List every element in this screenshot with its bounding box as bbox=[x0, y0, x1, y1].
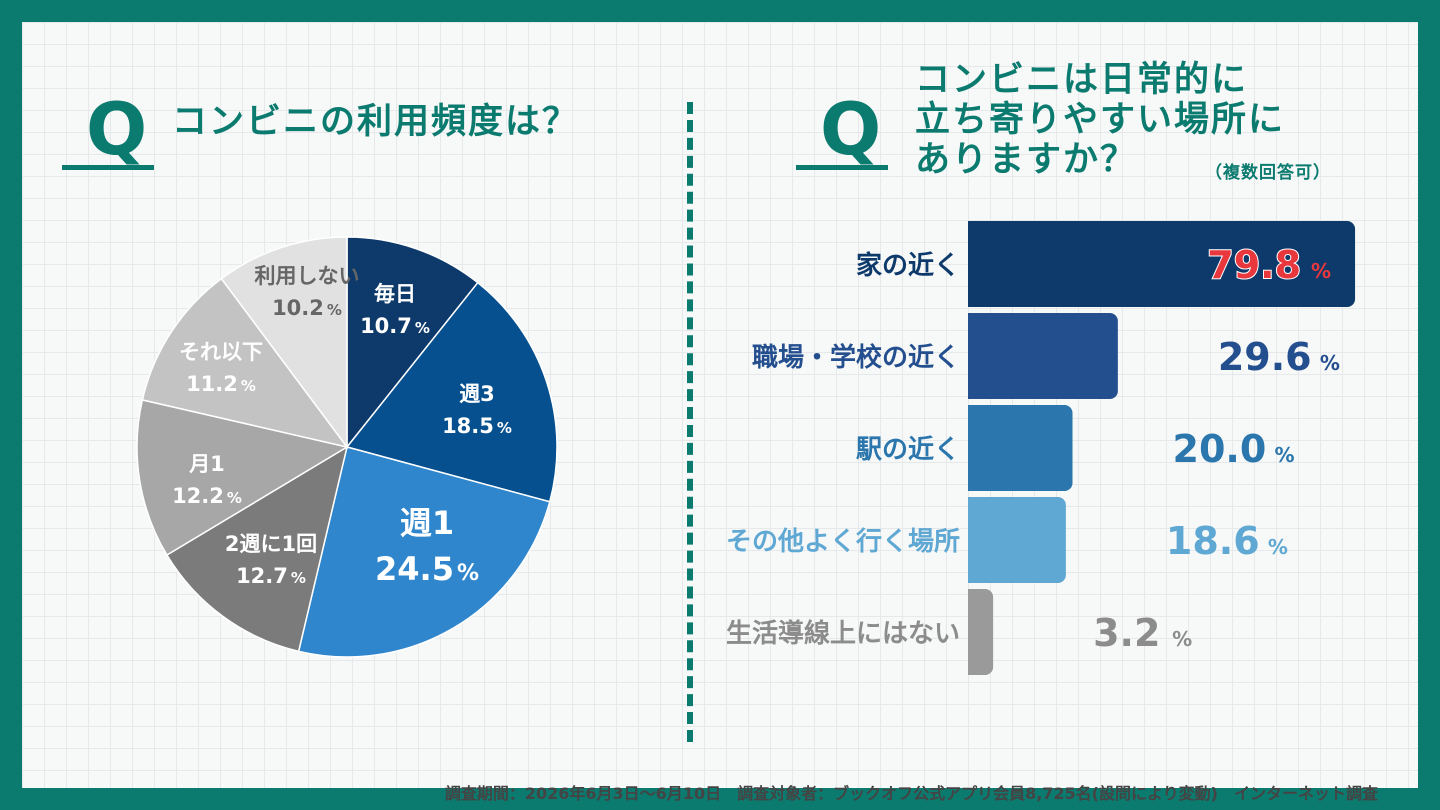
pie-slice-value-1: 18.5% bbox=[442, 414, 512, 438]
pie-slice-label-6: 利用しない bbox=[255, 264, 360, 288]
q-underline-left bbox=[62, 165, 154, 170]
bar-value-unit-1: % bbox=[1320, 351, 1340, 375]
pie-slice-3 bbox=[165, 445, 349, 653]
bar-value-unit-3: % bbox=[1268, 535, 1288, 559]
pie-slice-2 bbox=[297, 446, 551, 658]
right-title-line-1: コンビニは日常的に bbox=[915, 60, 1249, 100]
bar-edge-3 bbox=[968, 497, 980, 583]
bar-category-label-2: 駅の近く bbox=[856, 435, 960, 465]
bar-edge-0 bbox=[968, 221, 980, 307]
pie-chart: 毎日 10.7 % 週3 18.5 % 週1 24.5 % 2週に1回 12.7 % 月1 12.2 % それ… bbox=[136, 236, 558, 658]
bar-category-label-1: 職場・学校の近く bbox=[752, 342, 960, 373]
pie-slice-value-4: 12.2% bbox=[172, 484, 242, 508]
bar-1 bbox=[968, 313, 1118, 399]
pie-slice-value-3: 12.7% bbox=[236, 564, 306, 588]
left-question-title: コンビニの利用頻度は？ bbox=[172, 102, 580, 142]
bar-value-2: 20.0 bbox=[1173, 427, 1267, 471]
infographic-frame: Q コンビニの利用頻度は？ Q コンビニは日常的に 立ち寄りやすい場所に ありま… bbox=[22, 22, 1418, 803]
bar-value-unit-4: % bbox=[1172, 627, 1192, 651]
bar-value-1: 29.6 bbox=[1218, 335, 1312, 379]
bar-edge-4 bbox=[968, 589, 980, 675]
svg-text:Q: Q bbox=[820, 90, 881, 171]
right-title-line-2: 立ち寄りやすい場所に bbox=[915, 100, 1286, 140]
bar-value-4: 3.2 bbox=[1093, 611, 1160, 655]
right-question-title: コンビニは日常的に 立ち寄りやすい場所に ありますか？ bbox=[915, 60, 1285, 180]
right-title-line-3: ありますか？ bbox=[915, 140, 1138, 180]
q-icon-left: Q bbox=[86, 90, 147, 171]
pie-slice-value-6: 10.2% bbox=[272, 296, 342, 320]
bar-chart: 家の近く 79.8 % 職場・学校の近く 29.6 % 駅の近く 20.0 % その他よく行く場所… bbox=[726, 221, 1356, 675]
bar-value-3: 18.6 bbox=[1166, 519, 1260, 563]
bar-category-label-4: 生活導線上にはない bbox=[726, 618, 960, 649]
dashed-divider bbox=[687, 102, 693, 742]
survey-footnote: 調査期間：2026年6月3日〜6月10日 調査対象者：ブックオフ公式アプリ会員8… bbox=[444, 784, 1378, 803]
multiple-answer-note: （複数回答可） bbox=[1205, 163, 1331, 183]
pie-slice-label-0: 毎日 bbox=[374, 282, 416, 306]
pie-slice-label-1: 週3 bbox=[459, 382, 495, 406]
bar-value-unit-0: % bbox=[1311, 259, 1331, 283]
pie-slice-5 bbox=[141, 277, 349, 449]
bar-2 bbox=[968, 405, 1073, 491]
bar-3 bbox=[968, 497, 1066, 583]
pie-slice-value-0: 10.7% bbox=[360, 314, 430, 338]
bar-category-label-0: 家の近く bbox=[856, 250, 960, 281]
q-icon-right: Q bbox=[820, 90, 881, 171]
pie-slice-label-5: それ以下 bbox=[179, 340, 263, 364]
bar-edge-1 bbox=[968, 313, 980, 399]
bar-value-0: 79.8 bbox=[1207, 243, 1301, 287]
pie-slice-label-4: 月1 bbox=[188, 452, 225, 476]
pie-slice-label-3: 2週に1回 bbox=[225, 532, 317, 556]
pie-slice-value-2: 24.5% bbox=[375, 550, 479, 588]
pie-slice-1 bbox=[345, 281, 558, 503]
pie-slice-6 bbox=[220, 236, 348, 450]
bar-0 bbox=[968, 221, 1356, 307]
svg-text:Q: Q bbox=[86, 90, 147, 171]
bar-category-label-3: その他よく行く場所 bbox=[726, 526, 960, 557]
bar-value-unit-2: % bbox=[1275, 443, 1295, 467]
pie-slice-value-5: 11.2% bbox=[186, 372, 256, 396]
pie-slice-label-2: 週1 bbox=[400, 504, 454, 542]
q-underline-right bbox=[796, 165, 888, 170]
bar-edge-2 bbox=[968, 405, 980, 491]
pie-slice-0 bbox=[346, 236, 479, 450]
pie-slice-4 bbox=[136, 399, 349, 557]
